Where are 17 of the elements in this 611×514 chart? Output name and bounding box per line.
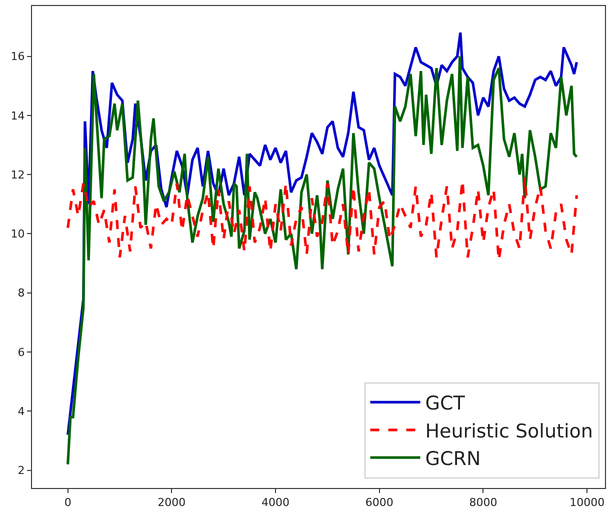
y-tick-label: 14 [10,109,25,122]
legend-label: GCRN [425,448,481,470]
y-tick-label: 16 [10,50,25,64]
y-tick-label: 8 [18,286,25,300]
x-tick-label: 6000 [365,496,394,510]
y-tick-label: 4 [18,404,25,418]
x-tick-label: 2000 [158,496,186,510]
y-tick-label: 12 [10,168,25,182]
y-tick-label: 10 [10,228,25,241]
x-tick-label: 8000 [469,496,498,510]
x-tick-label: 10000 [570,496,605,510]
legend-label: GCT [425,392,466,415]
y-tick-label: 2 [18,464,25,478]
x-tick-label: 0 [64,496,72,510]
y-tick-label: 6 [18,346,25,359]
x-tick-label: 4000 [262,496,290,510]
legend-label: Heuristic Solution [425,420,593,442]
